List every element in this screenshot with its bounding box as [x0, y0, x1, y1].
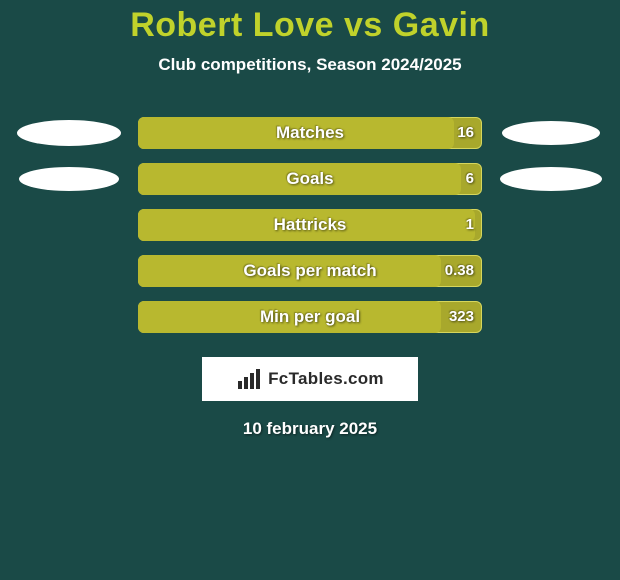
right-slot	[482, 117, 620, 149]
stat-row-goals-per-match: Goals per match 0.38	[0, 255, 620, 301]
stat-value: 0.38	[445, 255, 474, 287]
stat-row-hattricks: Hattricks 1	[0, 209, 620, 255]
right-slot	[482, 209, 620, 241]
left-slot	[0, 163, 138, 195]
stat-row-matches: Matches 16	[0, 117, 620, 163]
stat-label: Goals per match	[243, 255, 376, 287]
right-slot	[482, 255, 620, 287]
left-ellipse	[17, 120, 121, 146]
left-slot	[0, 209, 138, 241]
stat-value: 323	[449, 301, 474, 333]
comparison-infographic: Robert Love vs Gavin Club competitions, …	[0, 0, 620, 580]
stat-label: Goals	[286, 163, 333, 195]
stat-value: 6	[466, 163, 474, 195]
stat-row-goals: Goals 6	[0, 163, 620, 209]
right-ellipse	[502, 121, 600, 145]
right-slot	[482, 301, 620, 333]
footer-date: 10 february 2025	[0, 419, 620, 439]
stat-row-min-per-goal: Min per goal 323	[0, 301, 620, 347]
left-slot	[0, 255, 138, 287]
logo-text: FcTables.com	[268, 369, 384, 389]
stat-value: 16	[457, 117, 474, 149]
page-subtitle: Club competitions, Season 2024/2025	[0, 55, 620, 75]
bar-chart-icon	[236, 369, 262, 389]
left-slot	[0, 117, 138, 149]
left-slot	[0, 301, 138, 333]
stats-block: Matches 16 Goals 6 Hattricks 1	[0, 117, 620, 347]
left-ellipse	[19, 167, 119, 191]
page-title: Robert Love vs Gavin	[0, 0, 620, 45]
stat-label: Min per goal	[260, 301, 360, 333]
site-logo[interactable]: FcTables.com	[202, 357, 418, 401]
right-slot	[482, 163, 620, 195]
stat-label: Matches	[276, 117, 344, 149]
right-ellipse	[500, 167, 602, 191]
stat-label: Hattricks	[274, 209, 347, 241]
logo-inner: FcTables.com	[236, 369, 384, 389]
stat-value: 1	[466, 209, 474, 241]
